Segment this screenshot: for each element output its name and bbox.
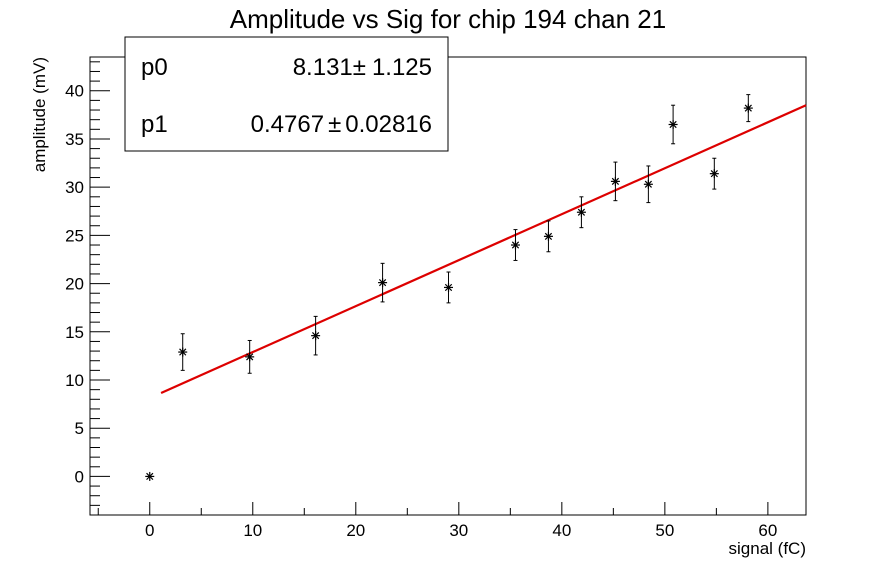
star-marker-d2 [669, 120, 677, 129]
x-tick-label: 40 [552, 521, 571, 540]
y-tick-label: 15 [65, 323, 84, 342]
y-tick-label: 35 [65, 130, 84, 149]
star-marker-d2 [744, 104, 752, 112]
chart-title: Amplitude vs Sig for chip 194 chan 21 [230, 4, 666, 34]
star-marker-d2 [444, 283, 453, 292]
data-point [145, 471, 155, 481]
y-axis-tick-labels: 0 5 10 15 20 25 30 35 40 [65, 82, 84, 487]
y-axis-ticks [90, 61, 110, 516]
y-tick-label: 25 [65, 226, 84, 245]
data-point [643, 165, 653, 204]
p0-name: p0 [141, 54, 168, 81]
x-tick-label: 60 [758, 521, 777, 540]
p0-pm-symbol: ± [353, 54, 366, 81]
x-axis-tick-labels: 0 10 20 30 40 50 60 [145, 521, 777, 540]
p1-value: 0.4767 [251, 111, 324, 138]
y-tick-label: 20 [65, 275, 84, 294]
x-tick-label: 10 [243, 521, 262, 540]
p1-error: 0.02816 [345, 111, 432, 138]
y-tick-label: 5 [75, 419, 84, 438]
p1-value-text: 0.4767 ±0.02816 [251, 111, 432, 138]
data-point [668, 104, 678, 145]
x-tick-label: 0 [145, 521, 154, 540]
p1-name: p1 [141, 111, 168, 138]
data-point [709, 157, 719, 190]
star-marker-d2 [511, 241, 520, 249]
data-point [444, 271, 454, 304]
data-point [743, 94, 753, 123]
p0-value: 8.131 [293, 54, 353, 81]
star-marker-d2 [611, 177, 620, 186]
star-marker-d2 [644, 180, 653, 188]
y-tick-label: 10 [65, 371, 84, 390]
star-marker-d2 [246, 353, 254, 361]
p1-pm-symbol: ± [328, 111, 341, 138]
fit-stats-box: p0 8.131± 1.125 p1 0.4767 ±0.02816 [124, 36, 449, 152]
y-tick-label: 30 [65, 178, 84, 197]
data-point [543, 220, 553, 253]
star-marker-d2 [710, 170, 718, 178]
x-axis-label: signal (fC) [729, 539, 806, 558]
star-marker-d2 [378, 279, 387, 287]
fit-line [160, 104, 807, 394]
p0-error: 1.125 [372, 54, 432, 81]
y-axis-label: amplitude (mV) [30, 57, 49, 172]
x-tick-label: 20 [346, 521, 365, 540]
star-marker-d2 [544, 232, 553, 240]
fit-line-layer [160, 104, 807, 394]
data-point [245, 339, 255, 374]
star-marker-d2 [146, 472, 154, 481]
star-marker-d2 [577, 208, 586, 216]
p0-value-text: 8.131± 1.125 [293, 54, 432, 81]
y-tick-label: 40 [65, 82, 84, 101]
data-point [610, 161, 620, 202]
x-tick-label: 30 [449, 521, 468, 540]
x-axis-ticks [97, 502, 769, 515]
star-marker-d2 [179, 348, 187, 356]
data-point [178, 333, 188, 371]
data-point [311, 315, 321, 356]
star-marker-d2 [311, 332, 320, 340]
data-point [378, 262, 388, 303]
data-point [576, 196, 586, 229]
data-points-layer [145, 94, 753, 481]
stats-box-frame [124, 36, 449, 152]
y-tick-label: 0 [75, 467, 84, 486]
x-tick-label: 50 [655, 521, 674, 540]
data-point [510, 229, 520, 261]
